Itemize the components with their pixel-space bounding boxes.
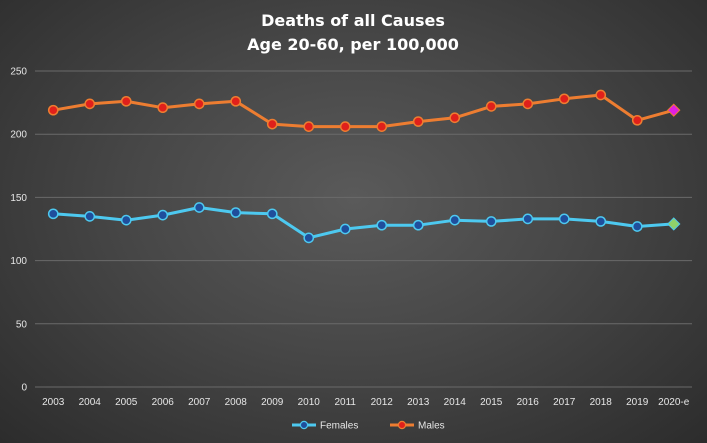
point-females-2003 <box>47 208 59 220</box>
point-males-2008 <box>230 95 242 107</box>
point-males-2012 <box>376 121 388 132</box>
point-females-2017 <box>558 213 570 225</box>
point-males-2011 <box>339 121 351 132</box>
x-tick-label-2014: 2014 <box>444 397 467 408</box>
chart-title-line-1: Deaths of all Causes <box>261 11 445 30</box>
y-tick-label-50: 50 <box>16 319 28 330</box>
x-tick-label-2006: 2006 <box>152 397 175 408</box>
x-tick-label-2011: 2011 <box>334 397 356 408</box>
x-tick-label-2009: 2009 <box>261 397 284 408</box>
y-axis: 0 50 100 150 200 250 <box>10 67 27 394</box>
point-females-2010 <box>303 232 315 244</box>
point-females-2007 <box>193 202 205 213</box>
series-line-females <box>53 206 674 240</box>
chart-title-line-2: Age 20-60, per 100,000 <box>247 35 459 54</box>
legend-swatch-marker-females <box>299 420 309 430</box>
point-females-2011 <box>339 223 351 235</box>
x-tick-label-2010: 2010 <box>298 397 321 408</box>
point-females-2016 <box>522 213 534 225</box>
point-females-2018 <box>595 216 607 227</box>
x-tick-label-2020-e: 2020-e <box>658 397 690 408</box>
legend-swatch-marker-males <box>397 420 407 430</box>
series <box>47 89 681 244</box>
point-females-2013 <box>412 219 424 231</box>
x-tick-label-2003: 2003 <box>42 397 65 408</box>
x-tick-label-2008: 2008 <box>225 397 248 408</box>
point-males-2005 <box>120 95 132 107</box>
point-females-2012 <box>376 219 388 231</box>
x-tick-label-2015: 2015 <box>480 397 503 408</box>
point-females-2005 <box>120 214 132 226</box>
x-tick-label-2013: 2013 <box>407 397 430 408</box>
y-tick-label-150: 150 <box>10 193 27 204</box>
series-line-males <box>53 93 675 129</box>
x-tick-label-2005: 2005 <box>115 397 138 408</box>
point-females-2019 <box>631 221 643 232</box>
point-females-2015 <box>485 216 497 227</box>
x-tick-label-2017: 2017 <box>553 397 576 408</box>
x-tick-label-2007: 2007 <box>188 397 211 408</box>
legend: Females Males <box>292 421 445 432</box>
point-females-2014 <box>449 214 461 226</box>
y-tick-label-0: 0 <box>21 383 27 394</box>
point-females-2020-e <box>667 217 681 231</box>
point-males-2020-e <box>667 103 681 117</box>
point-males-2015 <box>485 101 497 112</box>
point-males-2019 <box>631 114 643 126</box>
x-tick-label-2018: 2018 <box>590 397 613 408</box>
x-tick-label-2016: 2016 <box>517 397 540 408</box>
point-males-2017 <box>558 93 570 105</box>
y-tick-label-200: 200 <box>10 130 27 141</box>
point-females-2006 <box>157 209 169 221</box>
legend-label-males: Males <box>418 421 445 432</box>
point-males-2006 <box>157 102 169 114</box>
point-males-2010 <box>303 121 315 132</box>
x-tick-label-2019: 2019 <box>626 397 649 408</box>
x-tick-label-2004: 2004 <box>79 397 102 408</box>
gridlines <box>35 70 692 388</box>
legend-label-females: Females <box>320 421 358 432</box>
point-females-2009 <box>266 208 278 220</box>
point-females-2008 <box>230 207 242 218</box>
y-tick-label-250: 250 <box>10 67 27 78</box>
point-females-2004 <box>84 211 96 222</box>
point-males-2013 <box>412 116 424 127</box>
point-males-2007 <box>193 98 205 110</box>
point-males-2016 <box>522 98 534 110</box>
point-males-2003 <box>47 104 59 116</box>
point-males-2014 <box>449 112 461 124</box>
point-males-2004 <box>84 98 96 110</box>
point-males-2009 <box>266 118 278 130</box>
point-males-2018 <box>595 89 607 101</box>
y-tick-label-100: 100 <box>10 256 27 267</box>
x-axis: 2003 2004 2005 2006 2007 2008 2009 2010 2011 2012… <box>42 397 690 408</box>
x-tick-label-2012: 2012 <box>371 397 394 408</box>
